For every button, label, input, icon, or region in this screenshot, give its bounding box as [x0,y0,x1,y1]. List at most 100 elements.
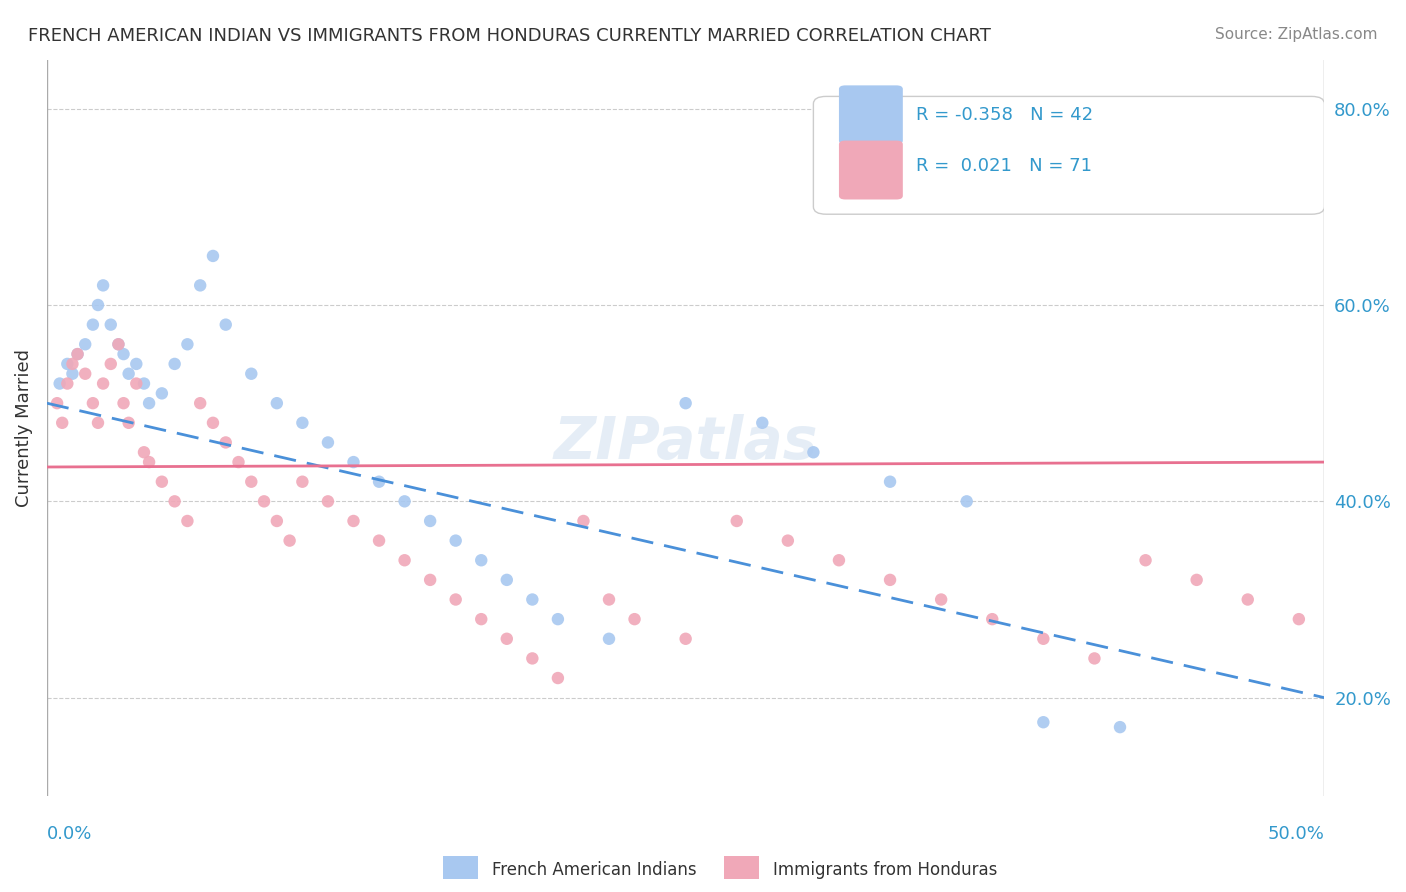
Point [201,416,224,430]
Text: 0.0%: 0.0% [46,825,93,843]
Point [1339,632,1361,646]
Point [495,632,517,646]
Point [675,632,697,646]
Point [107,337,129,351]
Point [394,494,416,508]
Point [75,367,97,381]
Point [1389,445,1406,459]
Point [138,396,160,410]
Point [138,455,160,469]
Point [751,416,773,430]
Point [112,347,135,361]
Text: Immigrants from Honduras: Immigrants from Honduras [773,861,998,879]
Point [776,533,799,548]
Point [91,278,114,293]
Point [118,367,141,381]
Point [316,435,339,450]
Point [125,357,148,371]
Point [176,514,198,528]
Point [82,396,104,410]
Point [75,337,97,351]
Point [547,612,569,626]
Point [1288,612,1310,626]
Point [215,435,238,450]
Point [1032,632,1054,646]
Point [56,357,79,371]
Point [1109,720,1132,734]
Point [1135,553,1157,567]
Point [82,318,104,332]
Text: French American Indians: French American Indians [492,861,697,879]
Point [419,514,441,528]
Point [51,416,73,430]
Point [291,475,314,489]
Point [163,494,186,508]
Point [342,455,364,469]
Point [240,475,263,489]
Point [316,494,339,508]
Point [91,376,114,391]
Point [470,612,492,626]
Point [879,475,901,489]
Point [981,612,1004,626]
Point [132,376,155,391]
Text: R = -0.358   N = 42: R = -0.358 N = 42 [915,106,1092,124]
Point [444,533,467,548]
Point [1236,592,1258,607]
Point [291,416,314,430]
Point [56,376,79,391]
Point [803,445,825,459]
Point [522,592,544,607]
Text: 50.0%: 50.0% [1268,825,1324,843]
Point [419,573,441,587]
Point [240,367,263,381]
Point [623,612,645,626]
Point [87,298,110,312]
Point [201,249,224,263]
Point [278,533,301,548]
Point [163,357,186,371]
Point [1185,573,1208,587]
Point [48,376,70,391]
Point [132,445,155,459]
Point [368,533,391,548]
Point [368,475,391,489]
Point [112,396,135,410]
FancyBboxPatch shape [814,96,1324,214]
Point [495,573,517,587]
Point [879,573,901,587]
Point [228,455,250,469]
Point [62,367,84,381]
Point [150,386,173,401]
Point [176,337,198,351]
Point [62,357,84,371]
Point [342,514,364,528]
Point [188,278,211,293]
Point [215,318,238,332]
Point [470,553,492,567]
Point [725,514,748,528]
Point [1032,715,1054,730]
Point [87,416,110,430]
Point [444,592,467,607]
Point [150,475,173,489]
Point [929,592,952,607]
Point [394,553,416,567]
Point [100,318,122,332]
Point [547,671,569,685]
Point [100,357,122,371]
Point [956,494,979,508]
Point [675,396,697,410]
Point [188,396,211,410]
Point [125,376,148,391]
Point [598,632,620,646]
Y-axis label: Currently Married: Currently Married [15,349,32,507]
Text: FRENCH AMERICAN INDIAN VS IMMIGRANTS FROM HONDURAS CURRENTLY MARRIED CORRELATION: FRENCH AMERICAN INDIAN VS IMMIGRANTS FRO… [28,27,991,45]
Point [266,514,288,528]
Point [522,651,544,665]
Point [266,396,288,410]
Point [828,553,851,567]
Text: R =  0.021   N = 71: R = 0.021 N = 71 [915,157,1091,176]
Point [598,592,620,607]
Text: Source: ZipAtlas.com: Source: ZipAtlas.com [1215,27,1378,42]
